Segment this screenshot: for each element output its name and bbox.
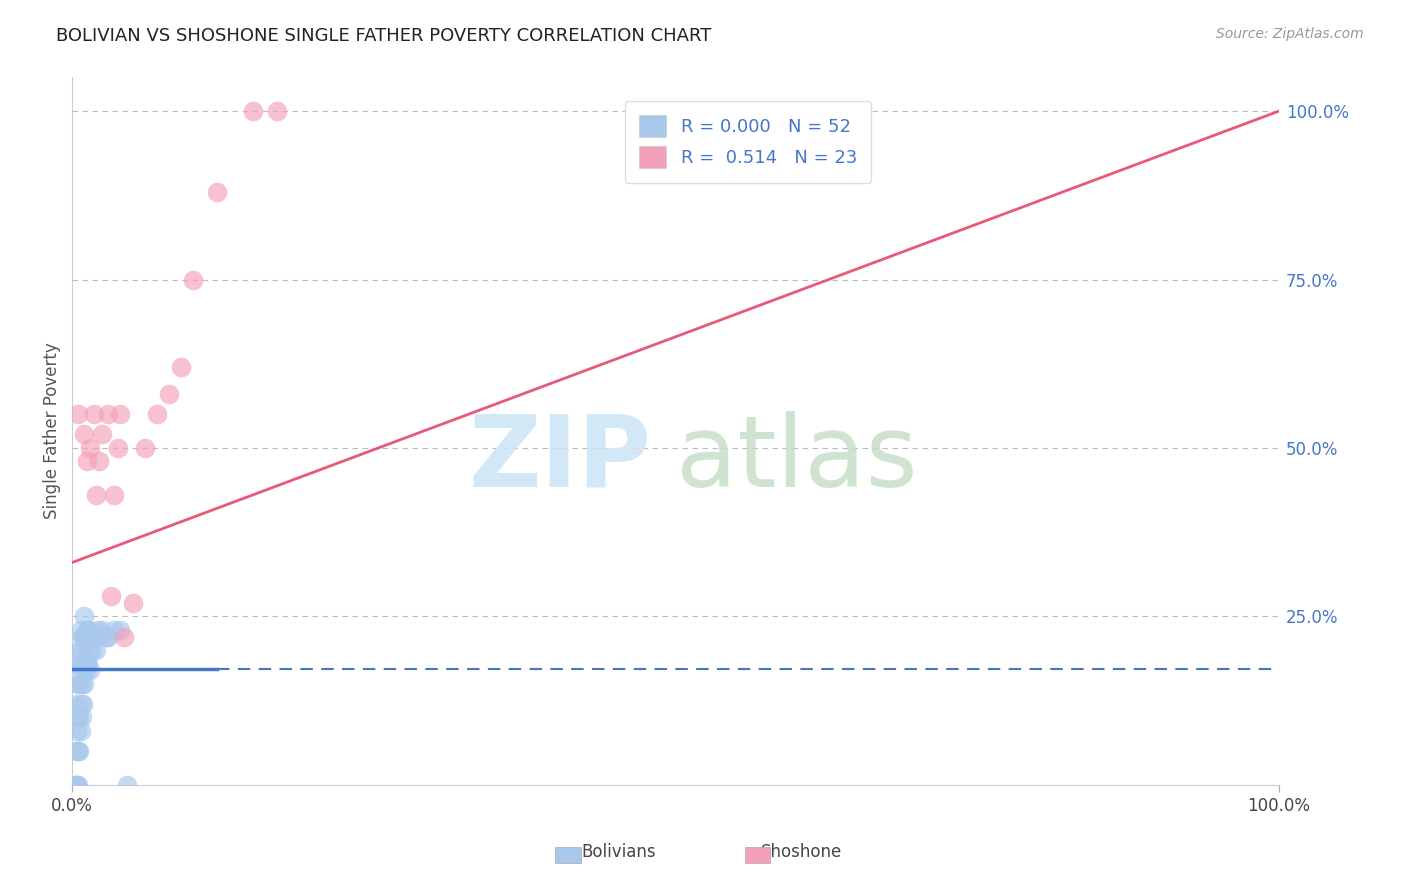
Point <box>73 630 96 644</box>
Point <box>70 676 93 690</box>
Point <box>103 488 125 502</box>
Y-axis label: Single Father Poverty: Single Father Poverty <box>44 343 60 519</box>
Point <box>86 488 108 502</box>
Point <box>110 407 132 421</box>
Text: Bolivians: Bolivians <box>581 843 657 861</box>
Point <box>77 657 100 671</box>
Point <box>69 663 91 677</box>
Point <box>67 407 90 421</box>
Point <box>66 723 89 738</box>
Point <box>69 676 91 690</box>
Point <box>83 407 105 421</box>
Point <box>65 744 87 758</box>
Text: BOLIVIAN VS SHOSHONE SINGLE FATHER POVERTY CORRELATION CHART: BOLIVIAN VS SHOSHONE SINGLE FATHER POVER… <box>56 27 711 45</box>
Text: atlas: atlas <box>675 411 917 508</box>
Point <box>77 643 100 657</box>
Point <box>67 744 90 758</box>
Point <box>72 697 94 711</box>
Point <box>83 630 105 644</box>
Point <box>70 710 93 724</box>
Point <box>97 407 120 421</box>
Point <box>170 360 193 375</box>
Point <box>205 185 228 199</box>
Point <box>73 657 96 671</box>
Text: Source: ZipAtlas.com: Source: ZipAtlas.com <box>1216 27 1364 41</box>
Point <box>63 778 86 792</box>
Point <box>86 643 108 657</box>
Point <box>91 427 114 442</box>
Point <box>91 623 114 637</box>
Point <box>67 778 90 792</box>
Point <box>66 697 89 711</box>
Text: Shoshone: Shoshone <box>761 843 842 861</box>
Point <box>76 657 98 671</box>
Point <box>69 710 91 724</box>
Point <box>70 630 93 644</box>
Point <box>100 589 122 603</box>
Point <box>79 663 101 677</box>
Point <box>69 723 91 738</box>
Point <box>73 676 96 690</box>
Point <box>121 596 143 610</box>
Point <box>72 663 94 677</box>
Point <box>67 657 90 671</box>
Point <box>75 630 97 644</box>
Point <box>107 441 129 455</box>
Point <box>97 630 120 644</box>
Point <box>134 441 156 455</box>
Point <box>80 643 103 657</box>
Point <box>69 744 91 758</box>
Point <box>73 427 96 442</box>
Point <box>77 623 100 637</box>
Point <box>67 676 90 690</box>
Point <box>73 609 96 624</box>
Point <box>76 623 98 637</box>
Point <box>181 272 204 286</box>
Point <box>86 623 108 637</box>
Point <box>82 630 104 644</box>
Legend: R = 0.000   N = 52, R =  0.514   N = 23: R = 0.000 N = 52, R = 0.514 N = 23 <box>624 101 872 183</box>
Point <box>87 630 110 644</box>
Point <box>87 454 110 468</box>
Point <box>76 454 98 468</box>
Point <box>69 643 91 657</box>
Point <box>112 630 135 644</box>
Point <box>242 104 264 119</box>
Point <box>69 697 91 711</box>
Point <box>70 657 93 671</box>
Point <box>66 778 89 792</box>
Point <box>157 387 180 401</box>
Point <box>75 663 97 677</box>
Point <box>110 623 132 637</box>
Point <box>79 441 101 455</box>
Point <box>65 778 87 792</box>
Point <box>72 630 94 644</box>
Point <box>67 710 90 724</box>
Point <box>69 623 91 637</box>
Point <box>103 623 125 637</box>
Point <box>266 104 288 119</box>
Point <box>79 630 101 644</box>
Point <box>115 778 138 792</box>
Point <box>145 407 167 421</box>
Point <box>69 643 91 657</box>
Text: ZIP: ZIP <box>468 411 651 508</box>
Point <box>94 630 117 644</box>
